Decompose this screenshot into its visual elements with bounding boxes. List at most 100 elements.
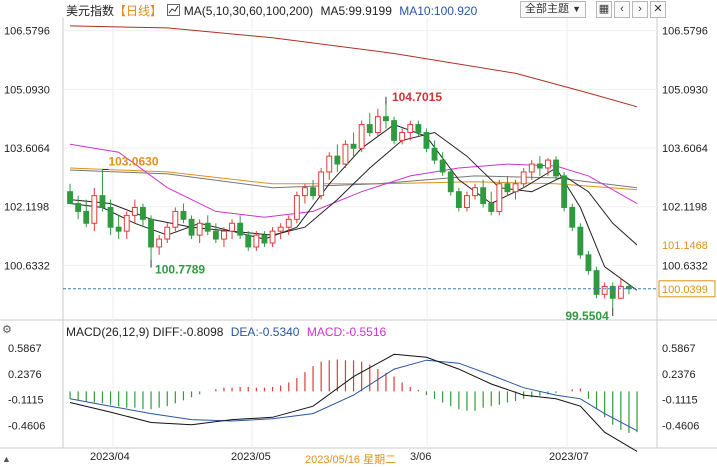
candle-body [148, 218, 154, 248]
period-label[interactable]: 【日线】 [114, 4, 163, 18]
grid-icon[interactable]: ▦ [596, 1, 612, 18]
candle-body [229, 222, 235, 232]
candle-body [569, 206, 576, 228]
instrument-title: 美元指数 [66, 4, 115, 18]
macd-value: MACD:-0.5516 [306, 325, 387, 339]
candle-body [496, 183, 503, 212]
date-2023-04: 2023/04 [90, 451, 130, 463]
ma-label: MA(5,10,30,60,100,200) [183, 4, 314, 18]
macd-tick-right: 0.2376 [662, 369, 696, 381]
chart-header: 美元指数【日线】 MA(5,10,30,60,100,200) MA5:99.9… [66, 2, 477, 19]
right-price-label: 100.0399 [662, 284, 708, 296]
date-06: 3/06 [410, 451, 432, 463]
candle-body [318, 171, 325, 197]
candle-body [67, 191, 73, 205]
candle-body [212, 230, 219, 240]
candle-body [407, 124, 414, 133]
ma-indicator-icon[interactable] [167, 4, 181, 16]
price-tick-left: 103.6064 [4, 143, 50, 155]
candle-body [391, 120, 397, 141]
close-icon[interactable]: ✕ [650, 1, 666, 18]
candle-body [553, 159, 559, 177]
ma10-value: MA10:100.920 [399, 4, 478, 18]
ma-line-ma10 [69, 131, 638, 246]
candle-body [188, 218, 195, 236]
annotation-label: 104.7015 [392, 90, 442, 104]
candle-body [237, 222, 244, 236]
candle-body [164, 226, 171, 240]
candlestick-panel: 104.7015 103.0630 100.7789 99.5504 [63, 25, 657, 323]
right-price-label: 101.1468 [662, 240, 708, 252]
candle-body [561, 175, 568, 208]
candle-body [464, 195, 470, 208]
candle-body [180, 210, 187, 220]
expand-icon[interactable]: ▲ [2, 454, 11, 464]
candle-body [107, 206, 114, 228]
macd-tick-left: -0.1115 [8, 395, 44, 407]
candle-body [431, 147, 438, 161]
candle-body [334, 155, 341, 165]
price-tick-left: 102.1198 [4, 202, 49, 214]
macd-tick-right: -0.1115 [662, 395, 698, 407]
candle-body [366, 124, 373, 133]
candle-body [326, 155, 333, 173]
candle-body [488, 203, 495, 212]
annotation-label: 100.7789 [155, 263, 205, 277]
candle-body [261, 234, 268, 244]
chevron-right-icon[interactable]: › [632, 1, 648, 18]
candle-body [302, 187, 308, 197]
candle-body [156, 238, 163, 248]
candle-body [91, 195, 98, 224]
candle-body [528, 163, 535, 173]
macd-tick-right: -0.4606 [662, 421, 699, 433]
candle-body [245, 234, 252, 248]
price-tick-right: 100.6332 [662, 260, 708, 272]
candle-body [83, 210, 90, 224]
theme-dropdown-label: 全部主题 [525, 3, 569, 15]
candle-body [172, 210, 179, 228]
candle-body [480, 187, 487, 205]
candle-body [99, 195, 106, 208]
theme-dropdown[interactable]: 全部主题 ▼ [520, 1, 586, 18]
candle-body [617, 285, 624, 299]
candle-body [123, 214, 130, 232]
candle-body [520, 171, 527, 185]
candle-body [140, 206, 146, 220]
candle-body [447, 171, 454, 193]
price-tick-right: 103.6064 [662, 143, 708, 155]
price-tick-right: 102.1198 [662, 202, 707, 214]
settings-icon[interactable]: ⚙ [2, 324, 12, 336]
candle-body [358, 124, 365, 149]
ma-line-ma200 [69, 25, 638, 108]
date-2023-05: 2023/05 [231, 451, 271, 463]
macd-tick-right: 0.5867 [662, 343, 696, 355]
grid-lines [0, 18, 717, 449]
candle-body [310, 187, 316, 197]
candle-body [601, 285, 608, 295]
macd-tick-left: 0.5867 [8, 343, 42, 355]
price-tick-left: 105.0930 [4, 84, 50, 96]
candle-body [399, 131, 406, 141]
candle-body [269, 230, 276, 244]
candle-body [285, 218, 292, 228]
candle-body [472, 187, 478, 197]
candle-body [374, 116, 381, 133]
current-price-box [658, 280, 716, 298]
candle-body [585, 254, 592, 272]
macd-tick-left: 0.2376 [8, 369, 42, 381]
chevron-left-icon[interactable]: ‹ [614, 1, 630, 18]
dif-line [69, 353, 638, 452]
candle-body [383, 116, 389, 122]
candle-body [342, 143, 349, 165]
candle-body [609, 285, 616, 299]
candle-body [221, 230, 227, 240]
ma5-value: MA5:99.9199 [320, 4, 392, 18]
candle-body [577, 226, 584, 256]
axis-labels: 106.5796 106.5796 105.0930 105.0930 103.6064… [4, 26, 716, 433]
candle-body [350, 143, 357, 149]
macd-tick-left: -0.4606 [8, 421, 45, 433]
macd-dea: DEA:-0.5340 [230, 325, 300, 339]
price-tick-left: 106.5796 [4, 26, 50, 38]
price-tick-right: 105.0930 [662, 84, 708, 96]
macd-label: MACD(26,12,9) [66, 325, 150, 339]
